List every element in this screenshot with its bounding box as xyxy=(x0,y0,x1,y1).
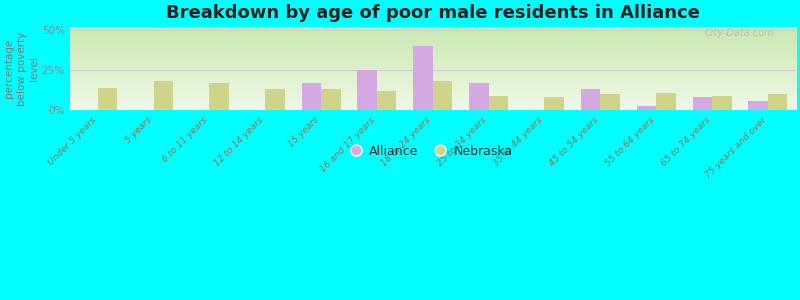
Bar xyxy=(489,96,508,110)
Bar xyxy=(637,106,656,110)
Bar xyxy=(581,89,600,110)
Bar xyxy=(321,89,341,110)
Text: City-Data.com: City-Data.com xyxy=(705,28,774,38)
Y-axis label: percentage
below poverty
level: percentage below poverty level xyxy=(4,31,39,106)
Bar xyxy=(469,83,489,110)
Bar xyxy=(266,89,285,110)
Bar xyxy=(433,81,452,110)
Legend: Alliance, Nebraska: Alliance, Nebraska xyxy=(348,140,518,163)
Bar xyxy=(545,98,564,110)
Bar xyxy=(377,91,397,110)
Bar xyxy=(358,70,377,110)
Bar xyxy=(748,101,768,110)
Bar xyxy=(154,81,173,110)
Bar xyxy=(656,93,676,110)
Bar xyxy=(302,83,321,110)
Bar xyxy=(712,96,732,110)
Bar xyxy=(600,94,620,110)
Bar xyxy=(768,94,787,110)
Title: Breakdown by age of poor male residents in Alliance: Breakdown by age of poor male residents … xyxy=(166,4,700,22)
Bar xyxy=(210,83,229,110)
Bar xyxy=(693,98,712,110)
Bar xyxy=(414,46,433,110)
Bar xyxy=(98,88,118,110)
